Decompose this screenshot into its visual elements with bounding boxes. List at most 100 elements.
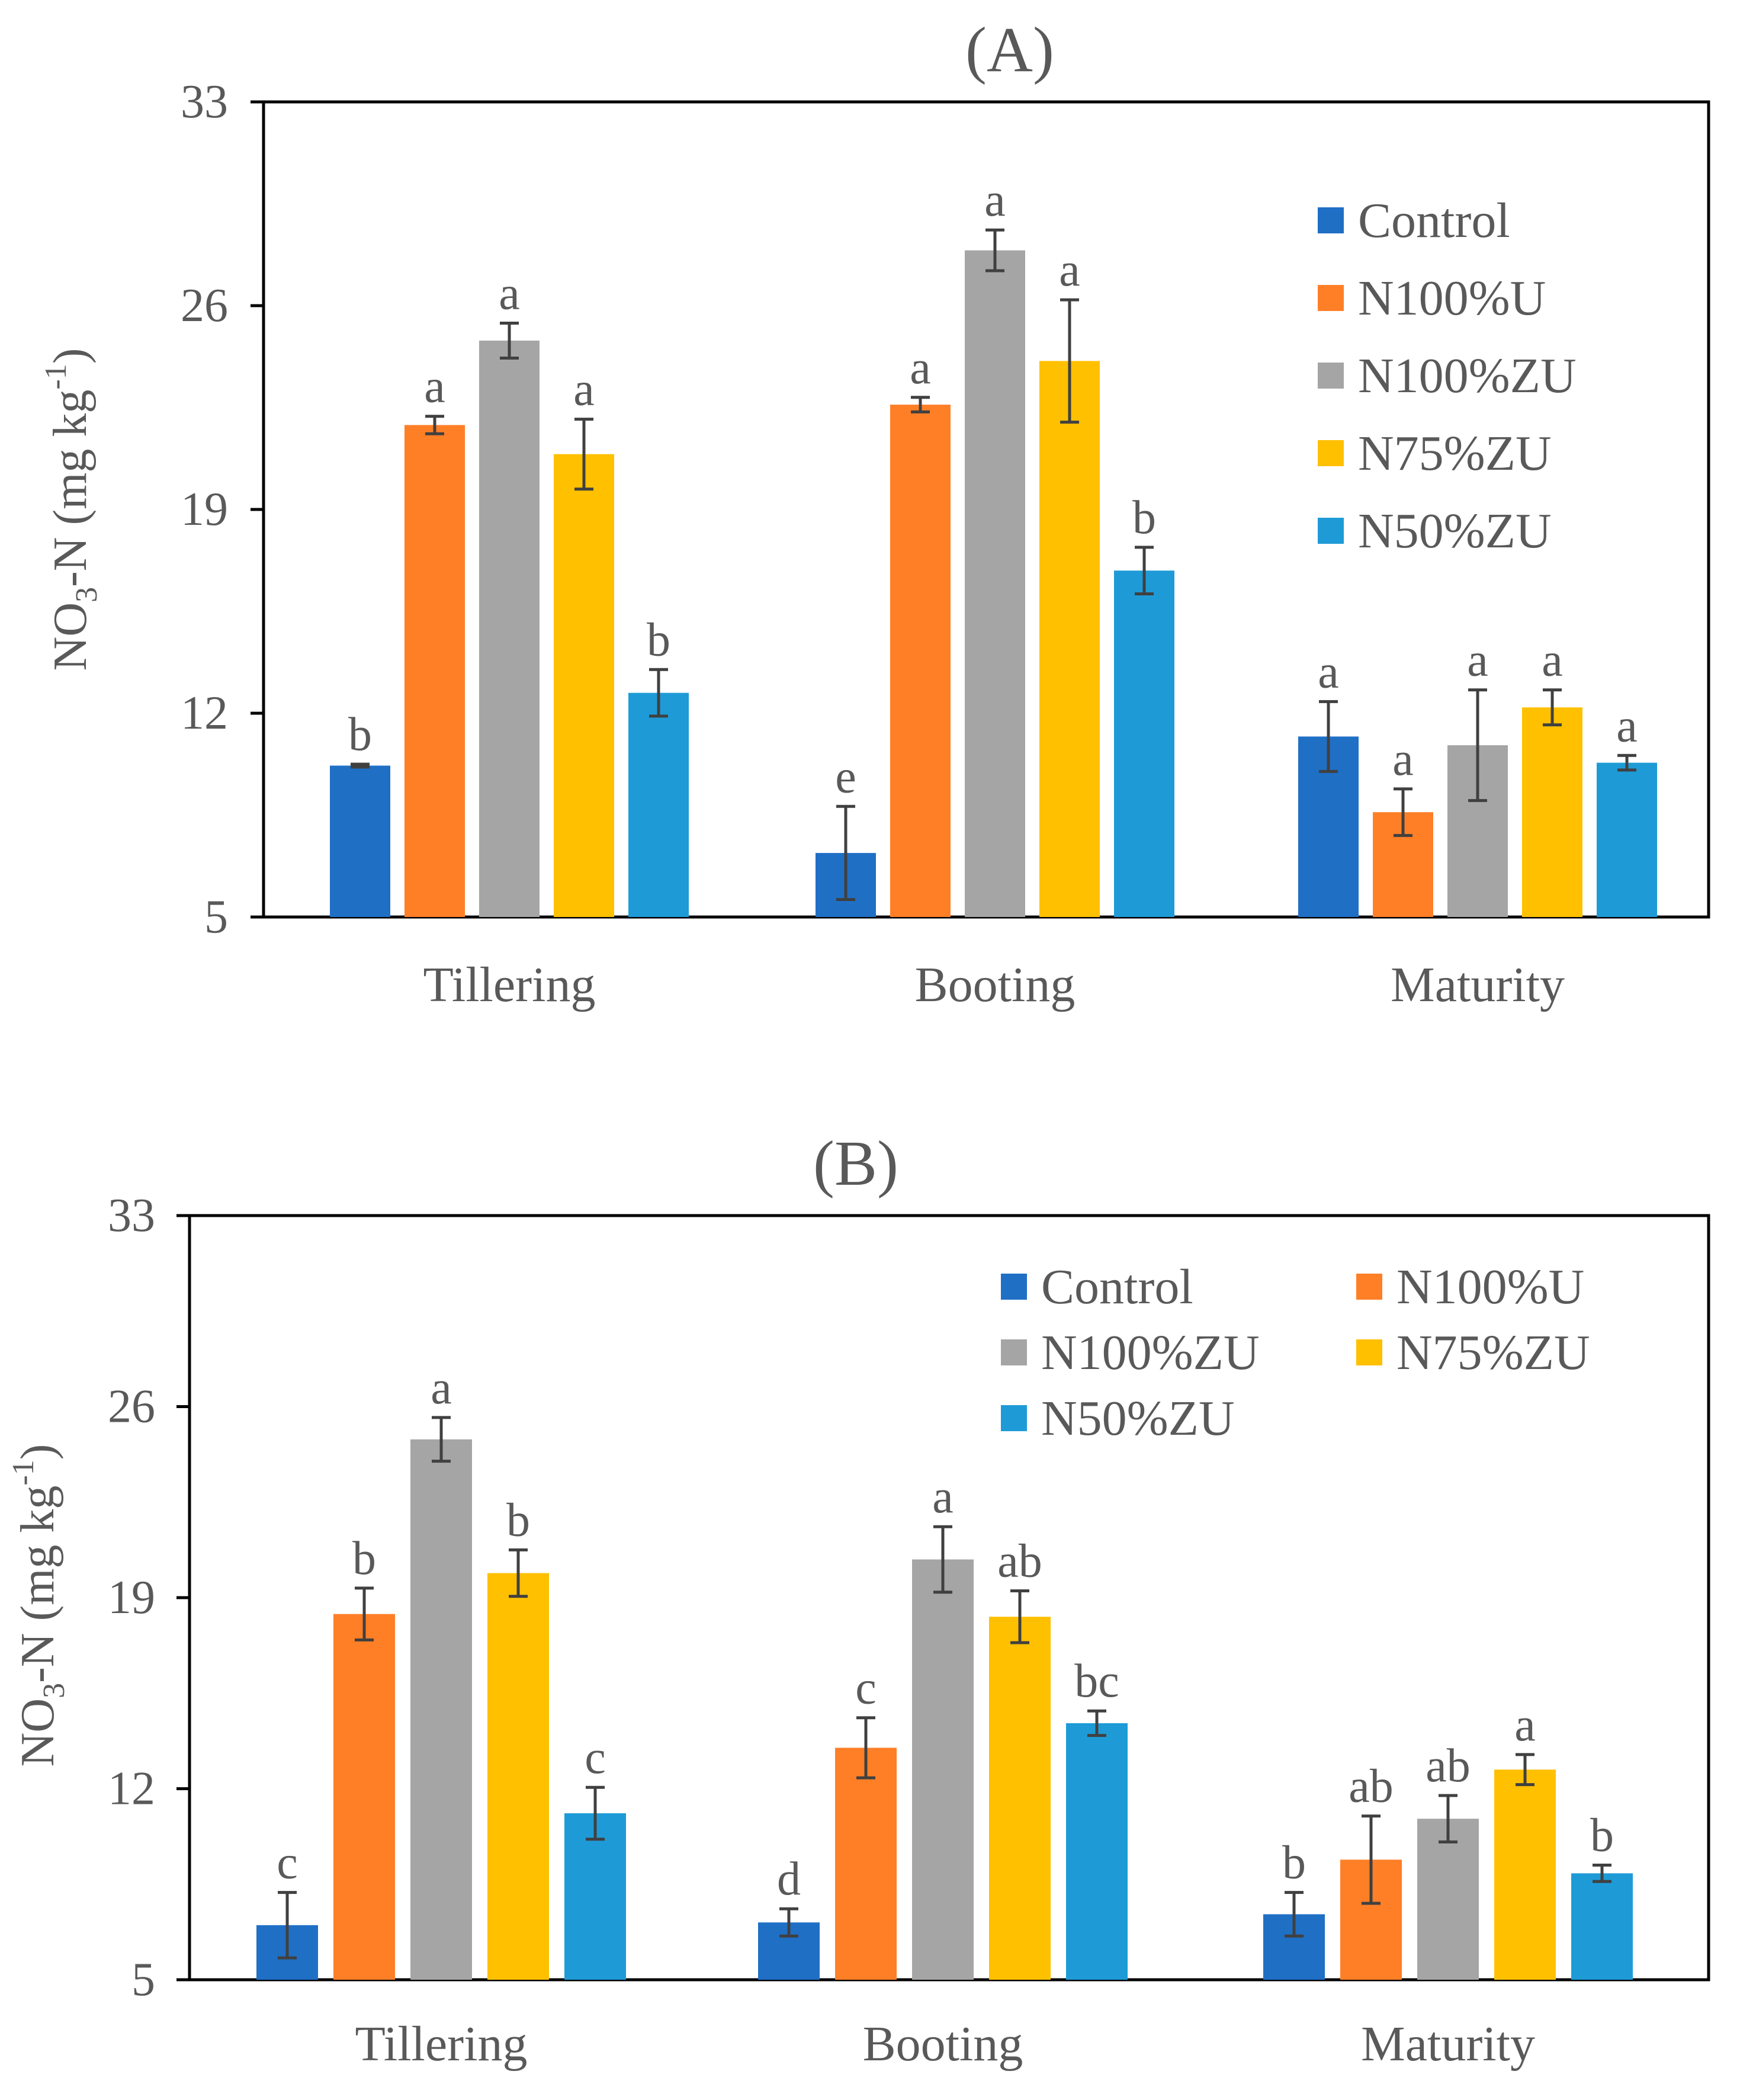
y-tick-label: 26 bbox=[181, 280, 228, 332]
x-category-label: Maturity bbox=[1361, 2016, 1535, 2072]
significance-letter: a bbox=[1542, 634, 1563, 687]
legend-swatch bbox=[1001, 1405, 1027, 1431]
bar-n50pctzu bbox=[564, 1813, 626, 1980]
legend-label: N50%ZU bbox=[1041, 1391, 1235, 1446]
chart-title: (B) bbox=[813, 1128, 898, 1199]
legend-swatch bbox=[1356, 1274, 1382, 1300]
significance-letter: a bbox=[932, 1471, 954, 1523]
bar-n100pctzu bbox=[479, 340, 540, 917]
bar-n50pctzu bbox=[628, 692, 689, 917]
legend-label: N100%U bbox=[1397, 1259, 1584, 1314]
significance-letter: a bbox=[1616, 700, 1638, 752]
y-axis-label-part: -1 bbox=[39, 364, 73, 389]
bar-n100pctzu bbox=[912, 1559, 974, 1980]
chart-a: (A) 5 12 19 26 33 NO3-N (mg kg-1) Tillering Boot… bbox=[39, 15, 1710, 1012]
y-axis-label-part: -N (mg kg bbox=[44, 390, 97, 587]
legend-swatch bbox=[1318, 363, 1344, 389]
bar-n100pctu bbox=[890, 405, 951, 917]
legend-swatch bbox=[1318, 207, 1344, 233]
chart-b: (B) 5 12 19 26 33 NO3-N (mg kg-1) Tillering Boot… bbox=[7, 1128, 1710, 2072]
legend-swatch bbox=[1318, 518, 1344, 544]
significance-letter: b bbox=[1132, 492, 1156, 544]
legend-label: N75%ZU bbox=[1358, 426, 1552, 481]
y-tick-label: 19 bbox=[108, 1572, 155, 1624]
y-axis-label: NO3-N (mg kg-1) bbox=[7, 1444, 71, 1767]
bar-n75pctzu bbox=[1494, 1769, 1556, 1980]
significance-letter: ab bbox=[1349, 1761, 1394, 1813]
legend-label: N75%ZU bbox=[1397, 1325, 1590, 1380]
significance-letter: b bbox=[352, 1532, 376, 1585]
legend-label: N50%ZU bbox=[1358, 504, 1552, 559]
significance-letter: b bbox=[348, 708, 372, 761]
y-axis-label-part: ) bbox=[12, 1444, 64, 1460]
significance-letter: b bbox=[1282, 1837, 1306, 1889]
y-axis-label-part: ) bbox=[44, 348, 97, 364]
bar-n50pctzu bbox=[1571, 1873, 1633, 1980]
legend-swatch bbox=[1318, 440, 1344, 466]
bar-n100pctu bbox=[333, 1614, 395, 1980]
bar-n100pctu bbox=[404, 425, 465, 917]
x-category-label: Booting bbox=[915, 957, 1076, 1012]
significance-letter: d bbox=[777, 1853, 801, 1905]
significance-letter: bc bbox=[1074, 1655, 1119, 1707]
significance-letter: c bbox=[855, 1662, 877, 1714]
bar-n50pctzu bbox=[1114, 570, 1174, 917]
bar-n50pctzu bbox=[1597, 762, 1657, 917]
significance-letter: a bbox=[424, 361, 445, 413]
significance-letter: c bbox=[585, 1732, 606, 1784]
significance-letter: a bbox=[573, 364, 595, 416]
x-category-label: Maturity bbox=[1391, 957, 1565, 1012]
x-category-label: Booting bbox=[863, 2016, 1023, 2072]
legend-swatch bbox=[1318, 285, 1344, 311]
significance-letter: a bbox=[1318, 646, 1339, 698]
y-tick-label: 5 bbox=[131, 1954, 155, 2006]
y-tick-label: 33 bbox=[181, 76, 228, 128]
significance-letter: c bbox=[277, 1837, 298, 1889]
significance-letter: ab bbox=[997, 1535, 1042, 1587]
significance-letter: a bbox=[1514, 1699, 1536, 1751]
significance-letter: a bbox=[1392, 733, 1414, 786]
y-axis-label-part: 3 bbox=[37, 1683, 71, 1698]
y-tick-label: 26 bbox=[108, 1381, 155, 1433]
y-tick-label: 19 bbox=[181, 483, 228, 536]
y-axis-label-part: NO bbox=[12, 1698, 64, 1767]
bar-n75pctzu bbox=[1522, 707, 1582, 917]
legend-swatch bbox=[1001, 1339, 1027, 1365]
y-axis-label-part: NO bbox=[44, 602, 97, 671]
bar-n100pctzu bbox=[1417, 1819, 1479, 1980]
legend-label: N100%ZU bbox=[1358, 348, 1577, 403]
bar-n100pctu bbox=[835, 1748, 897, 1980]
significance-letter: e bbox=[835, 751, 856, 803]
bar-n50pctzu bbox=[1066, 1723, 1128, 1980]
bar-n100pctzu bbox=[965, 250, 1025, 918]
significance-letter: b bbox=[1590, 1810, 1614, 1862]
y-tick-label: 5 bbox=[204, 891, 228, 943]
bar-n75pctzu bbox=[989, 1617, 1051, 1980]
significance-letter: ab bbox=[1426, 1740, 1471, 1792]
legend-label: Control bbox=[1358, 193, 1510, 248]
y-axis-label-part: -1 bbox=[7, 1460, 40, 1485]
significance-letter: a bbox=[1467, 634, 1488, 687]
bar-n75pctzu bbox=[487, 1573, 549, 1980]
legend-label: Control bbox=[1041, 1259, 1193, 1314]
bar-n75pctzu bbox=[1039, 361, 1100, 917]
significance-letter: b bbox=[506, 1494, 530, 1546]
significance-letter: b bbox=[647, 614, 670, 666]
legend: Control N100%U N100%ZU N75%ZU N50%ZU bbox=[1001, 1259, 1590, 1446]
y-tick-label: 33 bbox=[108, 1190, 155, 1242]
bar-control bbox=[330, 765, 390, 917]
significance-letter: a bbox=[1059, 244, 1080, 296]
significance-letter: a bbox=[499, 267, 520, 319]
bar-n100pctzu bbox=[410, 1439, 472, 1980]
legend-swatch bbox=[1001, 1274, 1027, 1300]
chart-title: (A) bbox=[965, 15, 1054, 85]
legend: Control N100%U N100%ZU N75%ZU N50%ZU bbox=[1318, 193, 1577, 559]
y-axis-label-part: 3 bbox=[70, 587, 104, 602]
significance-letter: a bbox=[431, 1362, 452, 1414]
legend-label: N100%U bbox=[1358, 271, 1546, 326]
x-category-label: Tillering bbox=[355, 2016, 528, 2072]
y-axis-label-part: -N (mg kg bbox=[12, 1486, 64, 1683]
significance-letter: a bbox=[984, 174, 1006, 226]
legend-swatch bbox=[1356, 1339, 1382, 1365]
